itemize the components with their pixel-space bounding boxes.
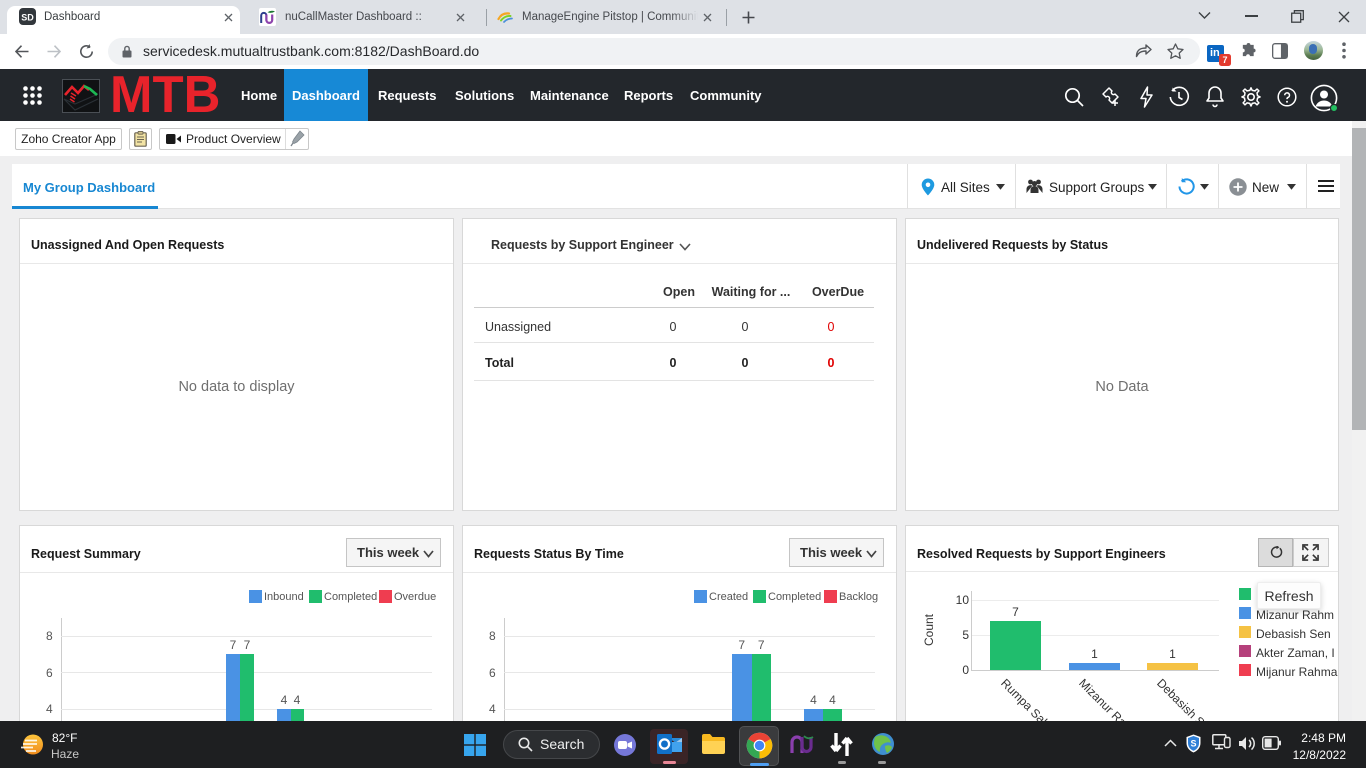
svg-text:SD: SD <box>21 13 34 23</box>
svg-text:S: S <box>1190 739 1196 749</box>
